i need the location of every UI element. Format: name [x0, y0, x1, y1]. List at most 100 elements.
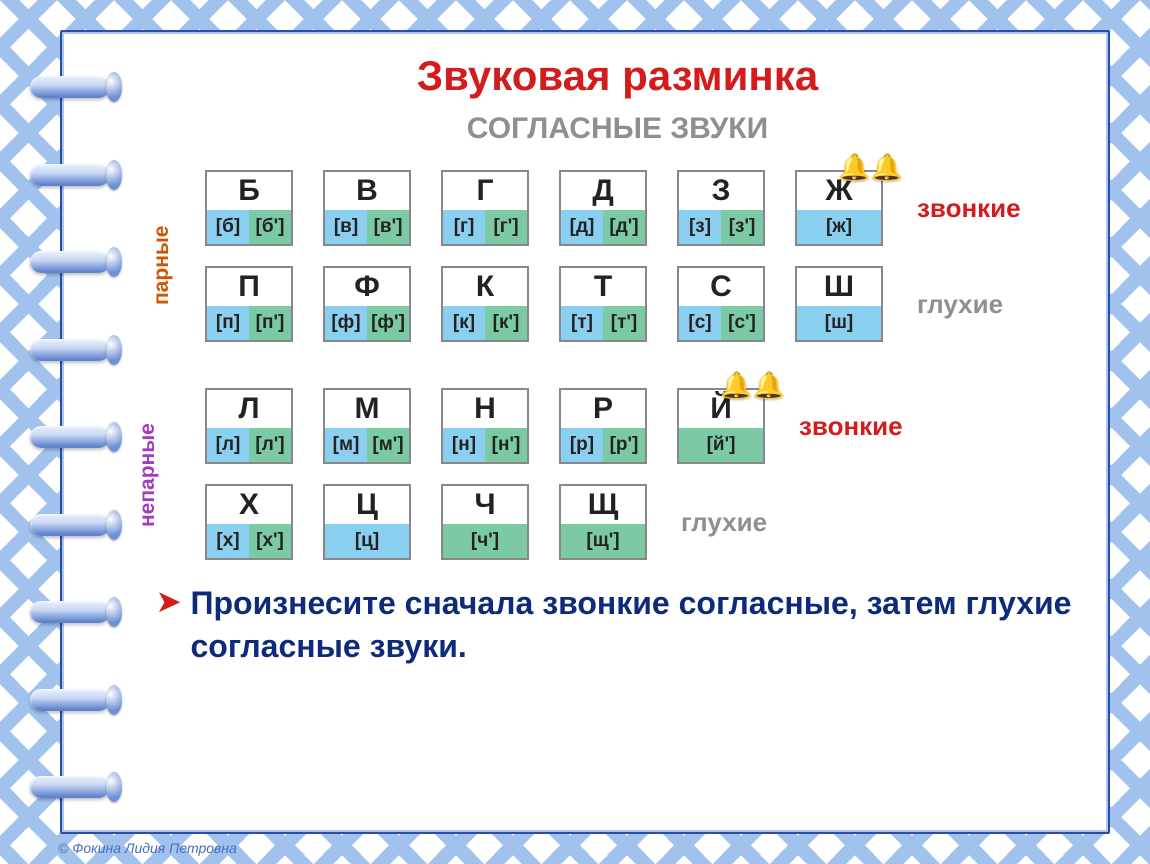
sound-cell: [л] [207, 428, 249, 462]
spiral-binding [30, 70, 130, 804]
letter-tile: Л[л][л'] [205, 388, 293, 464]
letter-tile: З[з][з'] [677, 170, 765, 246]
tile-letter: Н [443, 390, 527, 428]
letter-tile: П[п][п'] [205, 266, 293, 342]
sound-cell: [в] [325, 210, 367, 244]
tile-sounds: [н][н'] [443, 428, 527, 462]
tile-sounds: [с][с'] [679, 306, 763, 340]
tile-sounds: [р][р'] [561, 428, 645, 462]
sound-cell: [х'] [249, 524, 291, 558]
side-label-paired: парные [150, 275, 174, 305]
sound-cell: [р] [561, 428, 603, 462]
sound-cell: [ч'] [443, 524, 527, 558]
tile-letter: Г [443, 172, 527, 210]
tile-letter: Щ [561, 486, 645, 524]
tile-letter: Х [207, 486, 291, 524]
spiral-ring [30, 595, 120, 629]
consonant-chart: парные непарные Б[б][б']В[в][в']Г[г][г']… [157, 170, 1078, 560]
tile-sounds: [т][т'] [561, 306, 645, 340]
tile-letter: Р [561, 390, 645, 428]
sound-cell: [й'] [679, 428, 763, 462]
letter-tile: Н[н][н'] [441, 388, 529, 464]
row-label-unvoiced: глухие [917, 289, 1003, 320]
bells-icon: 🔔🔔 [720, 372, 785, 398]
tile-sounds: [ч'] [443, 524, 527, 558]
tile-sounds: [г][г'] [443, 210, 527, 244]
letter-tile: Х[х][х'] [205, 484, 293, 560]
sound-cell: [м] [325, 428, 367, 462]
sound-cell: [н'] [485, 428, 527, 462]
sound-cell: [л'] [249, 428, 291, 462]
sound-cell: [с] [679, 306, 721, 340]
letter-tile: Щ[щ'] [559, 484, 647, 560]
letter-tile: Ч[ч'] [441, 484, 529, 560]
side-label-unpaired: непарные [136, 497, 160, 527]
letter-tile: Р[р][р'] [559, 388, 647, 464]
consonant-row-paired_unvoiced: П[п][п'] Ф[ф][ф'] К[к][к'] Т[т][т'] С[с][с']… [205, 266, 1078, 342]
letter-tile: К[к][к'] [441, 266, 529, 342]
tile-letter: Ш [797, 268, 881, 306]
spiral-ring [30, 333, 120, 367]
tile-sounds: [х][х'] [207, 524, 291, 558]
sound-cell: [д] [561, 210, 603, 244]
tile-sounds: [д][д'] [561, 210, 645, 244]
sound-cell: [щ'] [561, 524, 645, 558]
letter-tile: Д[д][д'] [559, 170, 647, 246]
credit-text: © Фокина Лидия Петровна [58, 840, 237, 856]
sound-cell: [р'] [603, 428, 645, 462]
sound-cell: [в'] [367, 210, 409, 244]
spiral-ring [30, 508, 120, 542]
spiral-ring [30, 683, 120, 717]
sound-cell: [х] [207, 524, 249, 558]
tile-sounds: [ж] [797, 210, 881, 244]
consonant-row-unpaired_unvoiced: Х[х][х'] Ц[ц] Ч[ч'] Щ[щ'] глухие [205, 484, 1078, 560]
spiral-ring [30, 420, 120, 454]
spiral-ring [30, 70, 120, 104]
tile-sounds: [б][б'] [207, 210, 291, 244]
letter-tile: Г[г][г'] [441, 170, 529, 246]
tile-letter: С [679, 268, 763, 306]
letter-tile: Й[й']🔔🔔 [677, 388, 765, 464]
tile-sounds: [к][к'] [443, 306, 527, 340]
letter-tile: Ц[ц] [323, 484, 411, 560]
letter-tile: В[в][в'] [323, 170, 411, 246]
sound-cell: [ф'] [367, 306, 409, 340]
tile-letter: М [325, 390, 409, 428]
tile-letter: З [679, 172, 763, 210]
sound-cell: [б'] [249, 210, 291, 244]
letter-tile: Т[т][т'] [559, 266, 647, 342]
tile-sounds: [л][л'] [207, 428, 291, 462]
sound-cell: [к] [443, 306, 485, 340]
tile-sounds: [ц] [325, 524, 409, 558]
letter-tile: Ш[ш] [795, 266, 883, 342]
letter-tile: Ж[ж]🔔🔔 [795, 170, 883, 246]
tile-letter: В [325, 172, 409, 210]
sound-cell: [г'] [485, 210, 527, 244]
tile-sounds: [в][в'] [325, 210, 409, 244]
tile-sounds: [ш] [797, 306, 881, 340]
sound-cell: [м'] [367, 428, 409, 462]
tile-letter: Ф [325, 268, 409, 306]
tile-sounds: [й'] [679, 428, 763, 462]
sound-cell: [п'] [249, 306, 291, 340]
consonant-row-paired_voiced: Б[б][б'] В[в][в'] Г[г][г'] Д[д][д'] З[з][з']… [205, 170, 1078, 246]
spiral-ring [30, 245, 120, 279]
sound-cell: [ш] [797, 306, 881, 340]
sound-cell: [н] [443, 428, 485, 462]
row-label-unvoiced: глухие [681, 507, 767, 538]
tile-letter: Т [561, 268, 645, 306]
letter-tile: Б[б][б'] [205, 170, 293, 246]
tile-sounds: [ф][ф'] [325, 306, 409, 340]
sound-cell: [т] [561, 306, 603, 340]
sound-cell: [ж] [797, 210, 881, 244]
sound-cell: [ф] [325, 306, 367, 340]
instruction: ➤ Произнесите сначала звонкие согласные,… [157, 582, 1078, 668]
tile-letter: Л [207, 390, 291, 428]
bells-icon: 🔔🔔 [838, 154, 903, 180]
sound-cell: [с'] [721, 306, 763, 340]
tile-letter: Б [207, 172, 291, 210]
tile-sounds: [щ'] [561, 524, 645, 558]
page-title: Звуковая разминка [157, 52, 1078, 100]
tile-letter: Ц [325, 486, 409, 524]
consonant-row-unpaired_voiced: Л[л][л']М[м][м']Н[н][н']Р[р][р']Й[й']🔔🔔з… [205, 388, 1078, 464]
